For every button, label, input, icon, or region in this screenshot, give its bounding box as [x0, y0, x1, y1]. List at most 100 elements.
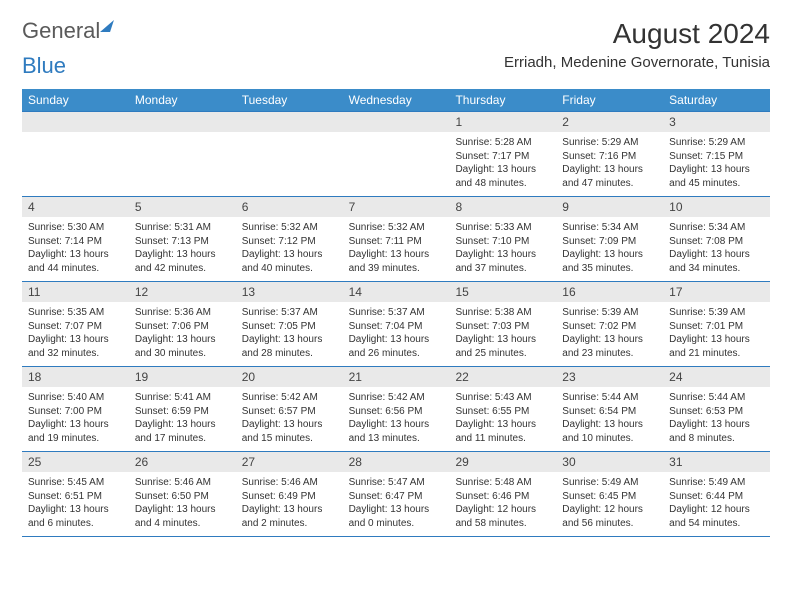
dow-tue: Tuesday [236, 89, 343, 111]
daynum-row: 11121314151617 [22, 282, 770, 302]
day-info: Sunrise: 5:39 AMSunset: 7:02 PMDaylight:… [556, 302, 663, 366]
day-number: 10 [663, 197, 770, 217]
logo-text-1: General [22, 18, 100, 44]
content-row: Sunrise: 5:45 AMSunset: 6:51 PMDaylight:… [22, 472, 770, 536]
dow-thu: Thursday [449, 89, 556, 111]
day-info: Sunrise: 5:31 AMSunset: 7:13 PMDaylight:… [129, 217, 236, 281]
day-number: 17 [663, 282, 770, 302]
day-info [129, 132, 236, 196]
day-info: Sunrise: 5:43 AMSunset: 6:55 PMDaylight:… [449, 387, 556, 451]
day-info: Sunrise: 5:46 AMSunset: 6:50 PMDaylight:… [129, 472, 236, 536]
logo-text-2: Blue [22, 53, 66, 79]
day-info [343, 132, 450, 196]
dow-row: Sunday Monday Tuesday Wednesday Thursday… [22, 89, 770, 111]
day-info: Sunrise: 5:36 AMSunset: 7:06 PMDaylight:… [129, 302, 236, 366]
content-row: Sunrise: 5:40 AMSunset: 7:00 PMDaylight:… [22, 387, 770, 451]
day-info: Sunrise: 5:47 AMSunset: 6:47 PMDaylight:… [343, 472, 450, 536]
day-number: 6 [236, 197, 343, 217]
day-info: Sunrise: 5:44 AMSunset: 6:54 PMDaylight:… [556, 387, 663, 451]
day-info: Sunrise: 5:39 AMSunset: 7:01 PMDaylight:… [663, 302, 770, 366]
day-number: 19 [129, 367, 236, 387]
daynum-row: 123 [22, 112, 770, 132]
day-info: Sunrise: 5:44 AMSunset: 6:53 PMDaylight:… [663, 387, 770, 451]
day-number: 9 [556, 197, 663, 217]
location: Erriadh, Medenine Governorate, Tunisia [504, 54, 770, 71]
day-info: Sunrise: 5:48 AMSunset: 6:46 PMDaylight:… [449, 472, 556, 536]
day-info: Sunrise: 5:34 AMSunset: 7:09 PMDaylight:… [556, 217, 663, 281]
logo: General [22, 18, 112, 44]
daynum-row: 25262728293031 [22, 452, 770, 472]
day-info: Sunrise: 5:28 AMSunset: 7:17 PMDaylight:… [449, 132, 556, 196]
day-number [343, 112, 450, 132]
day-number: 23 [556, 367, 663, 387]
day-info: Sunrise: 5:37 AMSunset: 7:04 PMDaylight:… [343, 302, 450, 366]
day-info: Sunrise: 5:42 AMSunset: 6:57 PMDaylight:… [236, 387, 343, 451]
day-number: 13 [236, 282, 343, 302]
day-info: Sunrise: 5:38 AMSunset: 7:03 PMDaylight:… [449, 302, 556, 366]
day-info: Sunrise: 5:34 AMSunset: 7:08 PMDaylight:… [663, 217, 770, 281]
day-number [236, 112, 343, 132]
day-info: Sunrise: 5:42 AMSunset: 6:56 PMDaylight:… [343, 387, 450, 451]
day-info: Sunrise: 5:32 AMSunset: 7:12 PMDaylight:… [236, 217, 343, 281]
day-info: Sunrise: 5:41 AMSunset: 6:59 PMDaylight:… [129, 387, 236, 451]
day-number: 1 [449, 112, 556, 132]
day-info: Sunrise: 5:29 AMSunset: 7:16 PMDaylight:… [556, 132, 663, 196]
day-number: 14 [343, 282, 450, 302]
weeks-container: 123Sunrise: 5:28 AMSunset: 7:17 PMDaylig… [22, 111, 770, 537]
day-number: 22 [449, 367, 556, 387]
day-number [129, 112, 236, 132]
week-row: 18192021222324Sunrise: 5:40 AMSunset: 7:… [22, 366, 770, 451]
day-number: 15 [449, 282, 556, 302]
day-info: Sunrise: 5:30 AMSunset: 7:14 PMDaylight:… [22, 217, 129, 281]
week-row: 25262728293031Sunrise: 5:45 AMSunset: 6:… [22, 451, 770, 537]
day-number: 28 [343, 452, 450, 472]
day-number: 21 [343, 367, 450, 387]
daynum-row: 18192021222324 [22, 367, 770, 387]
week-row: 45678910Sunrise: 5:30 AMSunset: 7:14 PMD… [22, 196, 770, 281]
day-info [236, 132, 343, 196]
day-info: Sunrise: 5:46 AMSunset: 6:49 PMDaylight:… [236, 472, 343, 536]
day-number: 7 [343, 197, 450, 217]
day-info: Sunrise: 5:40 AMSunset: 7:00 PMDaylight:… [22, 387, 129, 451]
day-number: 18 [22, 367, 129, 387]
day-info: Sunrise: 5:32 AMSunset: 7:11 PMDaylight:… [343, 217, 450, 281]
month-title: August 2024 [504, 18, 770, 50]
day-number: 11 [22, 282, 129, 302]
day-number: 3 [663, 112, 770, 132]
daynum-row: 45678910 [22, 197, 770, 217]
day-number: 29 [449, 452, 556, 472]
day-info [22, 132, 129, 196]
day-info: Sunrise: 5:37 AMSunset: 7:05 PMDaylight:… [236, 302, 343, 366]
day-info: Sunrise: 5:33 AMSunset: 7:10 PMDaylight:… [449, 217, 556, 281]
day-number: 30 [556, 452, 663, 472]
dow-sat: Saturday [663, 89, 770, 111]
content-row: Sunrise: 5:30 AMSunset: 7:14 PMDaylight:… [22, 217, 770, 281]
day-number: 20 [236, 367, 343, 387]
dow-fri: Friday [556, 89, 663, 111]
day-number: 24 [663, 367, 770, 387]
week-row: 123Sunrise: 5:28 AMSunset: 7:17 PMDaylig… [22, 111, 770, 196]
day-info: Sunrise: 5:49 AMSunset: 6:44 PMDaylight:… [663, 472, 770, 536]
day-number [22, 112, 129, 132]
day-number: 8 [449, 197, 556, 217]
day-number: 16 [556, 282, 663, 302]
day-number: 26 [129, 452, 236, 472]
title-block: August 2024 Erriadh, Medenine Governorat… [504, 18, 770, 71]
day-number: 31 [663, 452, 770, 472]
day-info: Sunrise: 5:45 AMSunset: 6:51 PMDaylight:… [22, 472, 129, 536]
logo-triangle-icon [100, 20, 114, 32]
calendar: Sunday Monday Tuesday Wednesday Thursday… [22, 89, 770, 537]
week-row: 11121314151617Sunrise: 5:35 AMSunset: 7:… [22, 281, 770, 366]
dow-mon: Monday [129, 89, 236, 111]
day-number: 4 [22, 197, 129, 217]
dow-wed: Wednesday [343, 89, 450, 111]
day-number: 12 [129, 282, 236, 302]
day-info: Sunrise: 5:35 AMSunset: 7:07 PMDaylight:… [22, 302, 129, 366]
content-row: Sunrise: 5:35 AMSunset: 7:07 PMDaylight:… [22, 302, 770, 366]
day-number: 2 [556, 112, 663, 132]
day-number: 25 [22, 452, 129, 472]
dow-sun: Sunday [22, 89, 129, 111]
day-number: 27 [236, 452, 343, 472]
day-number: 5 [129, 197, 236, 217]
day-info: Sunrise: 5:29 AMSunset: 7:15 PMDaylight:… [663, 132, 770, 196]
